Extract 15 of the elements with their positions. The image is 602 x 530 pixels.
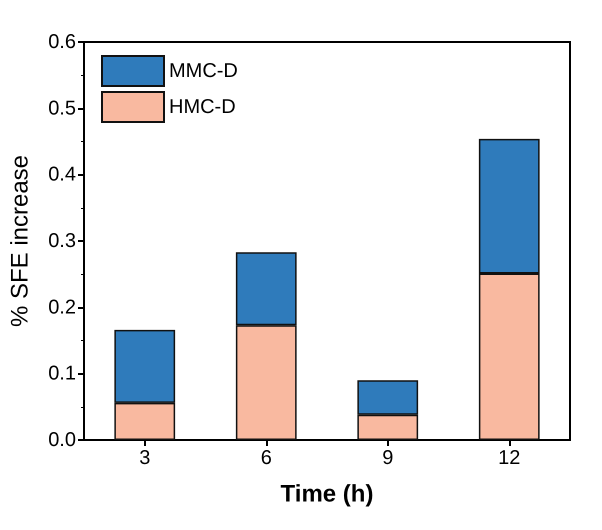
legend-label: HMC-D bbox=[169, 96, 236, 118]
y-tick-label: 0.4 bbox=[48, 164, 76, 186]
y-tick-label: 0.1 bbox=[48, 362, 76, 385]
y-tick-label: 0.2 bbox=[48, 296, 76, 318]
y-tick-label: 0.6 bbox=[48, 31, 76, 53]
x-tick-label: 9 bbox=[382, 447, 394, 469]
y-tick-label: 0.3 bbox=[48, 230, 76, 252]
y-axis-title: % SFE increase bbox=[6, 154, 34, 328]
legend-label: MMC-D bbox=[169, 60, 238, 82]
x-axis-title: Time (h) bbox=[280, 480, 374, 508]
y-tick-label: 0.5 bbox=[48, 97, 76, 120]
x-tick-label: 6 bbox=[260, 447, 272, 469]
y-tick-label: 0.0 bbox=[48, 429, 76, 451]
x-tick-label: 3 bbox=[139, 447, 150, 469]
x-tick-label: 12 bbox=[498, 447, 520, 469]
